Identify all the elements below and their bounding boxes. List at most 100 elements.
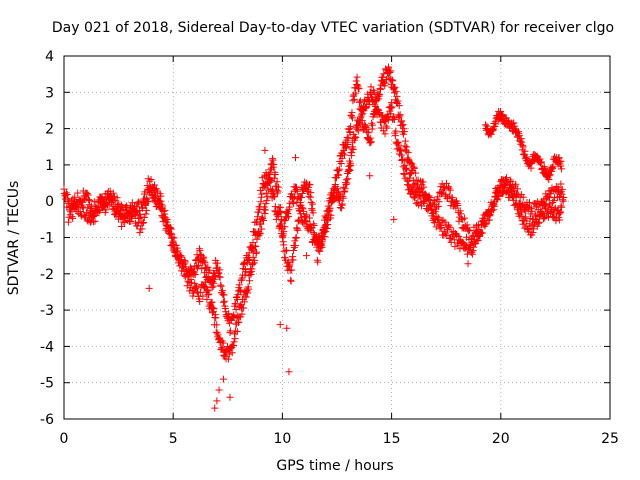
- data-point: [327, 211, 335, 219]
- data-point: [406, 170, 414, 178]
- data-point: [292, 233, 300, 241]
- data-point: [326, 204, 334, 212]
- data-point: [467, 241, 475, 249]
- data-point: [219, 298, 227, 306]
- data-point: [369, 121, 377, 129]
- data-point: [386, 69, 394, 77]
- data-point: [91, 217, 99, 225]
- data-point: [454, 202, 462, 210]
- data-point: [209, 282, 217, 290]
- data-point: [74, 189, 82, 197]
- data-point: [112, 211, 120, 219]
- data-point: [452, 230, 460, 238]
- data-point: [521, 213, 529, 221]
- data-point: [352, 133, 360, 141]
- y-tick-label: -6: [40, 412, 54, 428]
- data-point: [215, 386, 223, 394]
- data-point: [271, 170, 279, 178]
- data-point: [474, 236, 482, 244]
- data-point: [154, 196, 162, 204]
- data-point: [169, 238, 177, 246]
- data-point: [367, 138, 375, 146]
- data-point: [266, 175, 274, 183]
- data-point: [557, 208, 565, 216]
- data-point: [346, 129, 354, 137]
- data-point: [552, 183, 560, 191]
- data-point: [299, 207, 307, 215]
- data-point: [264, 186, 272, 194]
- data-point: [400, 170, 408, 178]
- data-point: [514, 185, 522, 193]
- data-point: [107, 192, 115, 200]
- y-tick-label: -4: [40, 339, 54, 355]
- data-point: [277, 209, 285, 217]
- chart-title: Day 021 of 2018, Sidereal Day-to-day VTE…: [52, 20, 614, 36]
- data-point: [89, 218, 97, 226]
- data-point: [506, 183, 514, 191]
- data-point: [349, 146, 357, 154]
- x-tick-label: 10: [273, 431, 291, 447]
- data-point: [416, 188, 424, 196]
- data-point: [144, 197, 152, 205]
- data-point: [158, 202, 166, 210]
- data-point: [184, 277, 192, 285]
- data-point: [371, 110, 379, 118]
- data-point: [496, 107, 504, 115]
- data-point: [538, 202, 546, 210]
- data-point: [407, 159, 415, 167]
- data-point: [396, 111, 404, 119]
- data-point: [508, 185, 516, 193]
- data-point: [466, 226, 474, 234]
- data-point: [107, 191, 115, 199]
- data-point: [162, 214, 170, 222]
- data-point: [427, 206, 435, 214]
- data-point: [364, 129, 372, 137]
- data-point: [157, 192, 165, 200]
- data-point: [133, 222, 141, 230]
- data-point: [448, 193, 456, 201]
- data-point: [219, 339, 227, 347]
- data-point: [210, 279, 218, 287]
- data-point: [392, 87, 400, 95]
- data-point: [446, 223, 454, 231]
- data-point: [189, 289, 197, 297]
- data-point: [184, 272, 192, 280]
- data-point: [358, 107, 366, 115]
- data-point: [135, 215, 143, 223]
- data-point: [390, 215, 398, 223]
- data-point: [353, 125, 361, 133]
- data-point: [276, 321, 284, 329]
- data-point: [523, 217, 531, 225]
- data-point: [442, 230, 450, 238]
- data-point: [486, 211, 494, 219]
- data-point: [251, 256, 259, 264]
- data-point: [419, 178, 427, 186]
- data-point: [403, 143, 411, 151]
- data-point: [434, 193, 442, 201]
- data-point: [302, 218, 310, 226]
- data-point: [117, 213, 125, 221]
- data-point: [263, 196, 271, 204]
- data-point: [342, 144, 350, 152]
- data-point: [296, 202, 304, 210]
- data-point: [245, 249, 253, 257]
- data-point: [398, 121, 406, 129]
- y-axis-title: SDTVAR / TECUs: [6, 181, 22, 296]
- data-point: [542, 201, 550, 209]
- data-point: [438, 217, 446, 225]
- data-point: [558, 185, 566, 193]
- data-point: [138, 225, 146, 233]
- data-point: [114, 203, 122, 211]
- data-point: [344, 140, 352, 148]
- data-point: [111, 210, 119, 218]
- data-point: [343, 179, 351, 187]
- data-point: [177, 256, 185, 264]
- data-point: [228, 349, 236, 357]
- data-point: [199, 292, 207, 300]
- data-point: [253, 248, 261, 256]
- data-point: [142, 210, 150, 218]
- data-point: [350, 95, 358, 103]
- data-point: [400, 127, 408, 135]
- data-point: [293, 187, 301, 195]
